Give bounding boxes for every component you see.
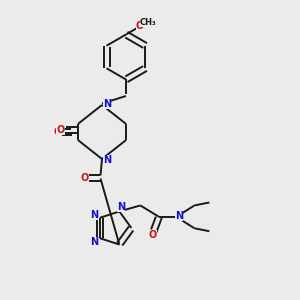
Text: CH₃: CH₃ xyxy=(140,18,157,27)
Text: N: N xyxy=(91,210,99,220)
Text: O: O xyxy=(149,230,157,240)
Text: N: N xyxy=(117,202,125,212)
Text: O: O xyxy=(136,21,144,31)
Text: N: N xyxy=(91,237,99,247)
Text: O: O xyxy=(80,173,88,184)
Text: O: O xyxy=(56,125,65,136)
Text: N: N xyxy=(175,211,183,221)
Text: N: N xyxy=(103,99,112,109)
Text: O: O xyxy=(53,127,61,137)
Text: N: N xyxy=(103,154,112,165)
